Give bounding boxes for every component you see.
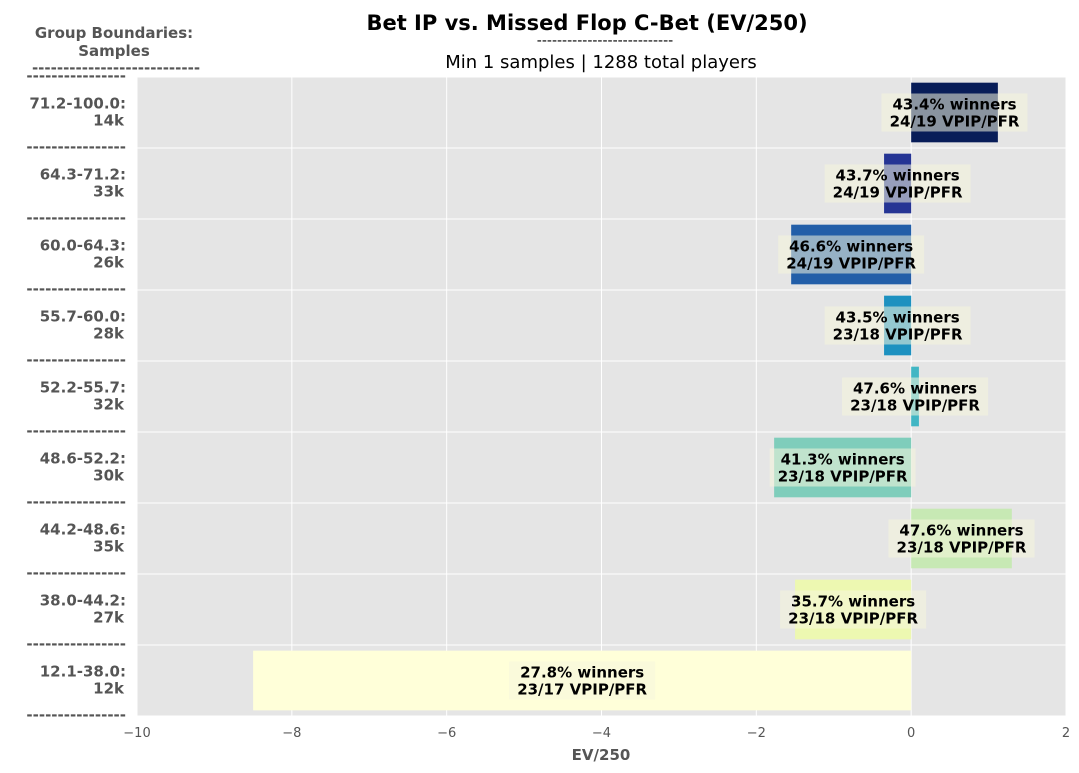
bar-label-box (824, 306, 971, 345)
bar-label-box (842, 377, 989, 416)
y-tick-labels: 71.2-100.0:14k ---------------- 64.3-71.2:… (26, 67, 126, 724)
chart-subtitle: Min 1 samples | 1288 total players (445, 52, 757, 73)
y-tick-samples: 12k (93, 680, 125, 698)
chart-title: Bet IP vs. Missed Flop C-Bet (EV/250) (366, 11, 807, 35)
bar-label-vpip-pfr: 23/18 VPIP/PFR (897, 539, 1027, 557)
y-group-separator: ---------------- (26, 351, 126, 369)
bar-label-winners: 43.7% winners (836, 167, 960, 185)
y-tick-range: 44.2-48.6: (40, 521, 126, 539)
y-tick-range: 12.1-38.0: (40, 663, 126, 681)
y-tick-range: 60.0-64.3: (40, 237, 126, 255)
bar-label-vpip-pfr: 23/17 VPIP/PFR (517, 681, 647, 699)
bar-label-box (780, 590, 927, 629)
bar-label-winners: 41.3% winners (781, 451, 905, 469)
y-tick-samples: 30k (93, 467, 125, 485)
y-tick-samples: 33k (93, 183, 125, 201)
y-tick-range: 48.6-52.2: (40, 450, 126, 468)
bar-label-box (778, 235, 925, 274)
bar-label-winners: 47.6% winners (853, 380, 977, 398)
bar-label-vpip-pfr: 24/19 VPIP/PFR (890, 113, 1020, 131)
x-tick-label: −10 (123, 726, 150, 741)
x-tick-label: −4 (592, 726, 611, 741)
y-axis-title-underline: --------------------------- (32, 59, 200, 77)
y-group-separator: ---------------- (26, 493, 126, 511)
bars (253, 82, 1012, 711)
bar-label-winners: 43.4% winners (892, 96, 1016, 114)
bar-label-vpip-pfr: 23/18 VPIP/PFR (778, 468, 908, 486)
y-tick-samples: 26k (93, 254, 125, 272)
y-group-separator: ---------------- (26, 564, 126, 582)
bar-label-winners: 35.7% winners (791, 593, 915, 611)
y-tick-samples: 32k (93, 396, 125, 414)
y-group-separator: ---------------- (26, 422, 126, 440)
y-tick-samples: 35k (93, 538, 125, 556)
x-tick-label: −6 (437, 726, 456, 741)
bar-label-box (509, 661, 656, 700)
y-group-separator: ---------------- (26, 67, 126, 85)
y-group-separator: ---------------- (26, 138, 126, 156)
x-axis-label: EV/250 (572, 746, 631, 764)
y-tick-range: 55.7-60.0: (40, 308, 126, 326)
y-group-separator: ---------------- (26, 706, 126, 724)
y-group-separator: ---------------- (26, 209, 126, 227)
bar-label-vpip-pfr: 23/18 VPIP/PFR (850, 397, 980, 415)
bar-label-box (888, 519, 1035, 558)
x-tick-label: 2 (1062, 726, 1070, 741)
y-tick-range: 52.2-55.7: (40, 379, 126, 397)
bar-label-winners: 46.6% winners (789, 238, 913, 256)
bar-label-winners: 27.8% winners (520, 664, 644, 682)
y-axis-title-line1: Group Boundaries: (35, 24, 193, 42)
bar-label-box (881, 93, 1028, 132)
bar-label-vpip-pfr: 23/18 VPIP/PFR (788, 610, 918, 628)
y-tick-samples: 28k (93, 325, 125, 343)
y-tick-range: 71.2-100.0: (29, 95, 126, 113)
y-group-separator: ---------------- (26, 280, 126, 298)
chart-title-underline: --------------------------- (537, 33, 673, 49)
bar-label-winners: 47.6% winners (899, 522, 1023, 540)
y-group-separator: ---------------- (26, 635, 126, 653)
x-tick-label: 0 (907, 726, 915, 741)
bar-label-vpip-pfr: 23/18 VPIP/PFR (833, 326, 963, 344)
bar-label-box (824, 164, 971, 203)
x-tick-label: −2 (747, 726, 766, 741)
x-tick-labels: −10 −8 −6 −4 −2 0 2 (123, 726, 1070, 741)
x-tick-label: −8 (282, 726, 301, 741)
y-axis-title-line2: Samples (78, 42, 150, 60)
bar-label-vpip-pfr: 24/19 VPIP/PFR (786, 255, 916, 273)
bar-label-vpip-pfr: 24/19 VPIP/PFR (833, 184, 963, 202)
y-tick-range: 64.3-71.2: (40, 166, 126, 184)
bar-label-winners: 43.5% winners (836, 309, 960, 327)
y-tick-samples: 27k (93, 609, 125, 627)
bar-label-box (769, 448, 916, 487)
y-tick-range: 38.0-44.2: (40, 592, 126, 610)
y-tick-samples: 14k (93, 112, 125, 130)
